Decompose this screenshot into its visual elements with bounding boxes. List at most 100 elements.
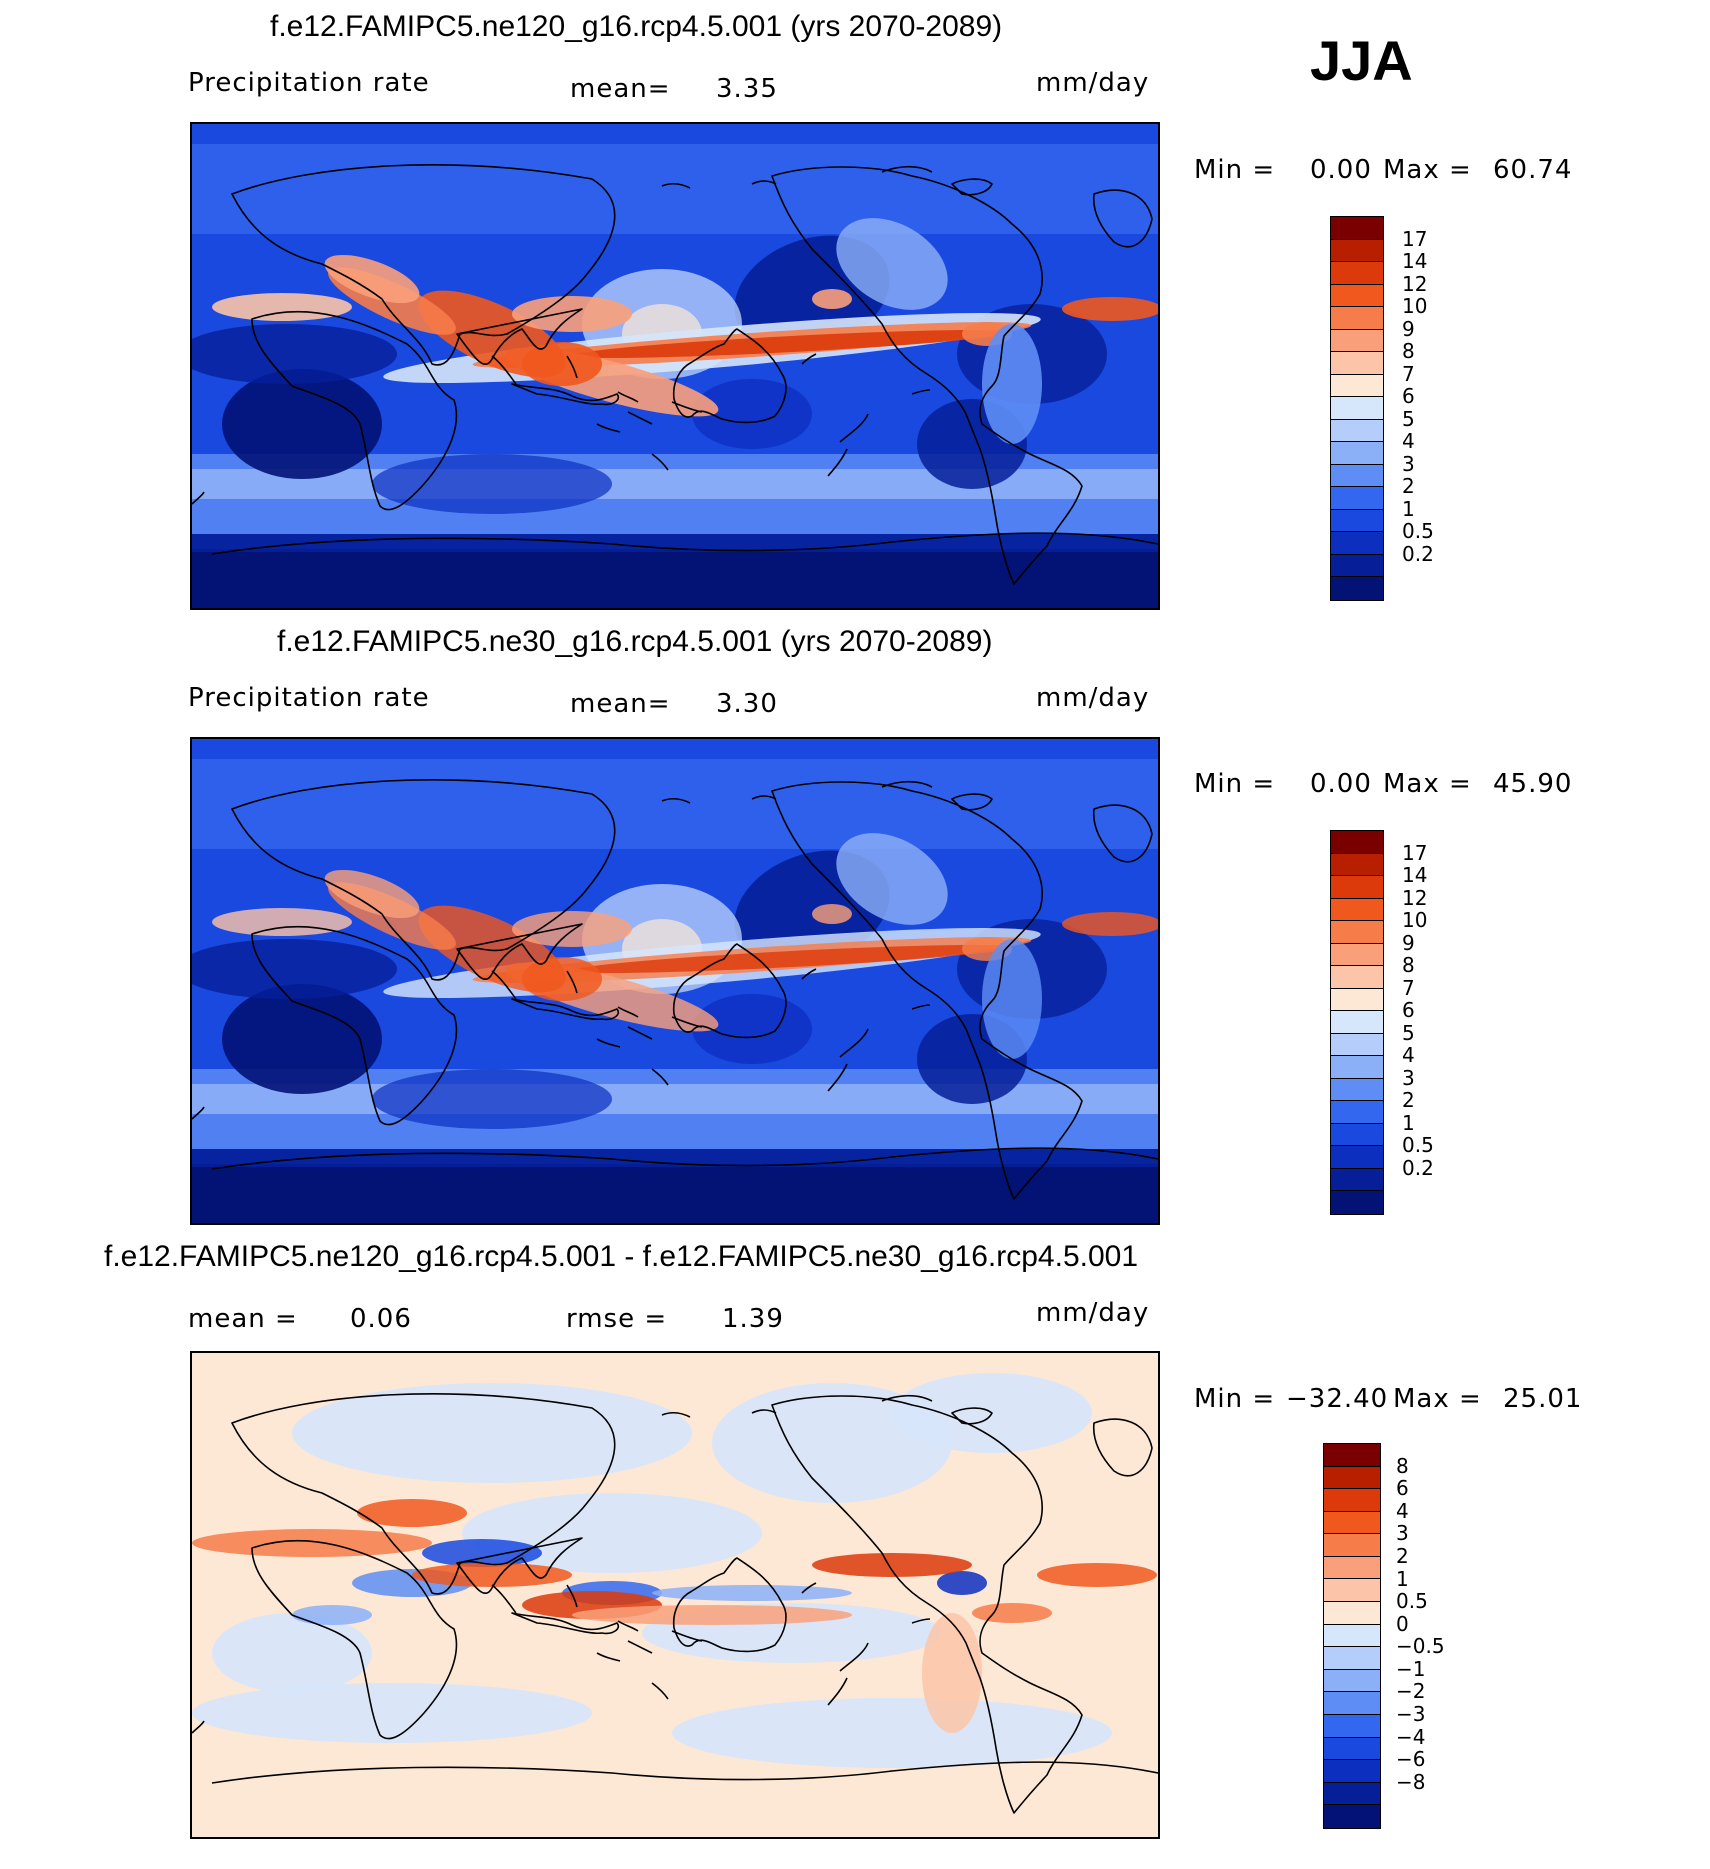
panel2-precip-map — [190, 737, 1160, 1225]
panel3-units: mm/day — [1036, 1298, 1150, 1328]
panel3-mean-label: mean = — [188, 1304, 298, 1334]
colorbar-swatch — [1324, 1556, 1380, 1580]
colorbar-tick-label: 8 — [1402, 953, 1415, 978]
panel3-title: f.e12.FAMIPC5.ne120_g16.rcp4.5.001 - f.e… — [104, 1240, 1139, 1273]
colorbar-swatch — [1324, 1714, 1380, 1738]
colorbar-tick-label: 10 — [1402, 908, 1428, 933]
colorbar-swatch — [1331, 1123, 1383, 1147]
colorbar-tick-label: 10 — [1402, 294, 1428, 319]
colorbar-tick-label: 4 — [1396, 1498, 1409, 1523]
colorbar-tick-label: 2 — [1402, 1088, 1415, 1113]
colorbar-tick-label: 9 — [1402, 930, 1415, 955]
panel3-rmse-label: rmse = — [566, 1304, 668, 1334]
panel1-units: mm/day — [1036, 68, 1150, 98]
colorbar-swatch — [1331, 397, 1383, 420]
colorbar-swatch — [1331, 1168, 1383, 1192]
colorbar-tick-label: 7 — [1402, 361, 1415, 386]
panel2-title: f.e12.FAMIPC5.ne30_g16.rcp4.5.001 (yrs 2… — [277, 625, 993, 658]
colorbar-tick-label: 3 — [1402, 1065, 1415, 1090]
colorbar-swatch — [1331, 532, 1383, 555]
panel2-mean-label: mean= — [570, 689, 671, 719]
colorbar-swatch — [1331, 487, 1383, 510]
colorbar-swatch — [1331, 876, 1383, 899]
colorbar-tick-label: 6 — [1396, 1476, 1409, 1501]
colorbar-tick-label: −3 — [1396, 1702, 1426, 1727]
colorbar-swatch — [1324, 1647, 1380, 1670]
colorbar-swatch — [1331, 284, 1383, 308]
colorbar-tick-label: 4 — [1402, 429, 1415, 454]
colorbar-tick-label: 1 — [1402, 1110, 1415, 1135]
colorbar-tick-label: 5 — [1402, 406, 1415, 431]
colorbar-swatch — [1331, 988, 1383, 1012]
colorbar-swatch — [1331, 1191, 1383, 1214]
colorbar-tick-label: 2 — [1402, 474, 1415, 499]
colorbar-swatch — [1331, 966, 1383, 989]
colorbar-swatch — [1324, 1444, 1380, 1467]
colorbar-swatch — [1324, 1805, 1380, 1828]
colorbar-swatch — [1324, 1511, 1380, 1535]
colorbar-tick-label: 3 — [1396, 1521, 1409, 1546]
colorbar-tick-label: 0 — [1396, 1611, 1409, 1636]
panel3-colorbar — [1323, 1443, 1381, 1829]
colorbar-swatch — [1331, 1146, 1383, 1169]
panel3-mean-value: 0.06 — [350, 1304, 412, 1334]
colorbar-swatch — [1331, 898, 1383, 922]
colorbar-swatch — [1324, 1782, 1380, 1806]
colorbar-swatch — [1331, 943, 1383, 967]
colorbar-tick-label: −4 — [1396, 1724, 1426, 1749]
colorbar-tick-label: 0.5 — [1402, 1133, 1434, 1158]
colorbar-tick-label: 0.5 — [1402, 519, 1434, 544]
colorbar-tick-label: 5 — [1402, 1020, 1415, 1045]
colorbar-tick-label: 17 — [1402, 840, 1428, 865]
colorbar-tick-label: 4 — [1402, 1043, 1415, 1068]
colorbar-swatch — [1331, 262, 1383, 285]
panel1-mean-value: 3.35 — [716, 74, 778, 104]
colorbar-swatch — [1324, 1737, 1380, 1761]
panel1-mean-label: mean= — [570, 74, 671, 104]
colorbar-tick-label: −8 — [1396, 1769, 1426, 1794]
colorbar-tick-label: −2 — [1396, 1679, 1426, 1704]
colorbar-swatch — [1331, 307, 1383, 330]
season-label: JJA — [1310, 29, 1413, 92]
colorbar-swatch — [1331, 1101, 1383, 1124]
panel3-max-value: 25.01 — [1503, 1384, 1583, 1414]
colorbar-swatch — [1331, 1078, 1383, 1102]
colorbar-swatch — [1331, 1033, 1383, 1057]
colorbar-tick-label: 0.2 — [1402, 541, 1434, 566]
panel1-max-value: 60.74 — [1493, 155, 1573, 185]
colorbar-swatch — [1331, 329, 1383, 353]
panel2-min-label: Min = — [1194, 769, 1276, 799]
colorbar-tick-label: 6 — [1402, 384, 1415, 409]
colorbar-swatch — [1331, 853, 1383, 877]
colorbar-swatch — [1331, 419, 1383, 443]
colorbar-swatch — [1324, 1534, 1380, 1557]
colorbar-swatch — [1331, 464, 1383, 488]
panel3-rmse-value: 1.39 — [722, 1304, 784, 1334]
panel2-variable: Precipitation rate — [188, 683, 430, 713]
colorbar-tick-label: 6 — [1402, 998, 1415, 1023]
panel2-min-value: 0.00 — [1310, 769, 1372, 799]
colorbar-swatch — [1331, 554, 1383, 578]
colorbar-swatch — [1331, 442, 1383, 465]
colorbar-swatch — [1324, 1579, 1380, 1603]
colorbar-swatch — [1331, 509, 1383, 533]
colorbar-tick-label: 14 — [1402, 863, 1428, 888]
panel2-max-value: 45.90 — [1493, 769, 1573, 799]
colorbar-tick-label: 0.5 — [1396, 1589, 1428, 1614]
panel1-variable: Precipitation rate — [188, 68, 430, 98]
colorbar-tick-label: 8 — [1396, 1453, 1409, 1478]
colorbar-swatch — [1331, 831, 1383, 854]
colorbar-tick-label: 2 — [1396, 1543, 1409, 1568]
panel1-colorbar — [1330, 216, 1384, 601]
panel3-difference-map — [190, 1351, 1160, 1839]
panel3-min-label: Min = — [1194, 1384, 1276, 1414]
colorbar-swatch — [1331, 352, 1383, 375]
colorbar-swatch — [1324, 1624, 1380, 1648]
panel1-min-value: 0.00 — [1310, 155, 1372, 185]
colorbar-swatch — [1324, 1692, 1380, 1715]
colorbar-tick-label: 12 — [1402, 885, 1428, 910]
colorbar-swatch — [1324, 1669, 1380, 1693]
colorbar-swatch — [1331, 921, 1383, 944]
colorbar-tick-label: −1 — [1396, 1656, 1426, 1681]
panel1-max-label: Max = — [1383, 155, 1472, 185]
